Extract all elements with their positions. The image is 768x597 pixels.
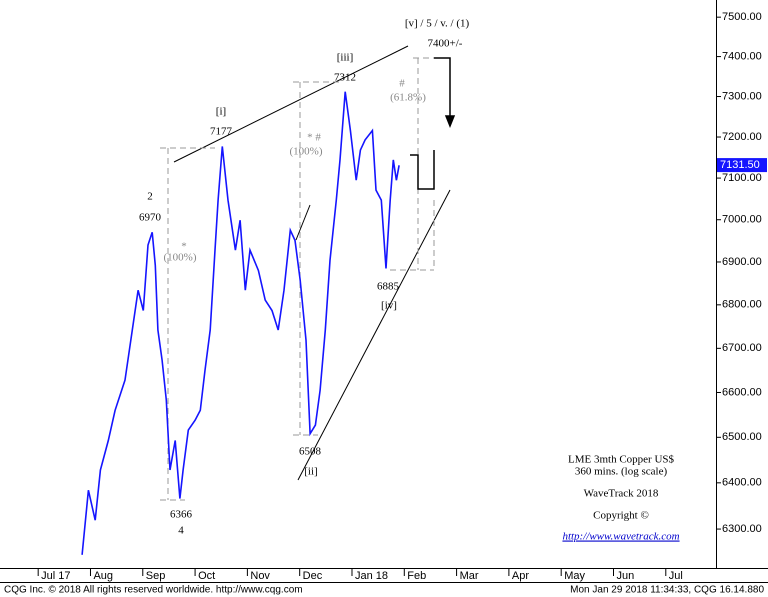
wave-annotation: * # xyxy=(307,132,321,144)
x-tick-label: Jan 18 xyxy=(355,570,388,582)
last-price-label: 7131.50 xyxy=(720,159,760,171)
wave-annotation: 7312 xyxy=(334,72,356,84)
x-tick-label: Feb xyxy=(407,570,426,582)
x-tick-label: Mar xyxy=(460,570,479,582)
wave-annotation: [v] / 5 / v. / (1) xyxy=(405,18,470,30)
wave-annotation: 6508 xyxy=(299,446,322,458)
bracket xyxy=(410,150,435,190)
info-text: Copyright © xyxy=(593,510,649,522)
trendlines xyxy=(173,45,451,481)
y-tick-label: 7400.00 xyxy=(722,50,762,62)
wave-annotation: [iii] xyxy=(337,52,354,64)
wave-annotation: [i] xyxy=(216,106,226,118)
y-tick-label: 7200.00 xyxy=(722,131,762,143)
arrowhead xyxy=(444,115,456,129)
upper-trendline xyxy=(173,45,409,163)
y-tick-label: 6500.00 xyxy=(722,431,762,443)
projection-arrows xyxy=(410,57,456,190)
wave-annotation: (61.8%) xyxy=(390,92,426,104)
info-text: 360 mins. (log scale) xyxy=(575,466,668,478)
y-tick-label: 7000.00 xyxy=(722,214,762,226)
wave-annotation: 6366 xyxy=(170,509,193,521)
arrow-path xyxy=(434,57,451,118)
wave-annotation: # xyxy=(399,78,405,90)
x-tick-label: Jun xyxy=(616,570,634,582)
y-tick-label: 6400.00 xyxy=(722,477,762,489)
wave-annotation: 6885 xyxy=(377,281,400,293)
lower-trendline xyxy=(297,189,451,481)
footer-left: CQG Inc. © 2018 All rights reserved worl… xyxy=(4,585,303,596)
y-tick-label: 6800.00 xyxy=(722,299,762,311)
price-line xyxy=(81,91,400,555)
wave-annotation: [iv] xyxy=(381,300,397,312)
info-text: WaveTrack 2018 xyxy=(584,488,659,500)
wave-annotation: 2 xyxy=(147,191,153,203)
info-text: http://www.wavetrack.com xyxy=(562,531,679,543)
wave-annotation: [ii] xyxy=(304,466,317,478)
wave-annotation: 6970 xyxy=(139,212,162,224)
x-tick-label: Jul xyxy=(669,570,683,582)
wave-annotation: (100%) xyxy=(164,252,197,264)
footer-right: Mon Jan 29 2018 11:34:33, CQG 16.14.880 xyxy=(570,585,764,596)
x-tick-label: Apr xyxy=(512,570,529,582)
x-tick-label: Nov xyxy=(250,570,270,582)
x-tick-label: Jul 17 xyxy=(41,570,70,582)
y-tick-label: 6600.00 xyxy=(722,386,762,398)
x-tick-label: May xyxy=(564,570,585,582)
x-tick-label: Aug xyxy=(93,570,113,582)
y-tick-label: 7100.00 xyxy=(722,172,762,184)
y-tick-label: 7500.00 xyxy=(722,11,762,23)
wave-annotation: 7177 xyxy=(210,126,233,138)
x-tick-label: Sep xyxy=(146,570,166,582)
wave-annotation: 4 xyxy=(178,525,184,537)
last-price-box xyxy=(717,158,767,173)
x-tick-label: Oct xyxy=(198,570,215,582)
y-tick-label: 6300.00 xyxy=(722,523,762,535)
y-tick-label: 6700.00 xyxy=(722,342,762,354)
wave-line xyxy=(295,204,311,241)
wave-annotation: 7400+/- xyxy=(428,38,463,50)
y-tick-label: 6900.00 xyxy=(722,256,762,268)
x-tick-label: Dec xyxy=(303,570,323,582)
info-text: LME 3mth Copper US$ xyxy=(568,454,675,466)
wave-annotation: (100%) xyxy=(290,146,323,158)
y-tick-label: 7300.00 xyxy=(722,90,762,102)
wave-annotation: * xyxy=(181,241,187,253)
